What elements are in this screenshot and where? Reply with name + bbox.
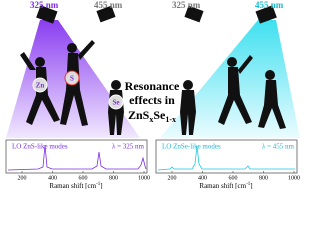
spectra: LO ZnS-like modes λ = 325 nm LO ZnSe-lik… xyxy=(5,139,298,174)
x-axis-label: Raman shift [cm-1] xyxy=(199,182,252,189)
label-part: Raman shift [cm xyxy=(199,182,246,189)
x-tick-label: 200 xyxy=(168,175,177,181)
x-tick-label: 200 xyxy=(18,175,27,181)
label-sup: -1 xyxy=(246,182,251,187)
x-tick-label: 600 xyxy=(79,175,88,181)
atoms: Zn S Se xyxy=(32,70,124,110)
lamps xyxy=(36,5,277,24)
graphic: 325 nm 455 nm 325 nm 455 nm Zn S Se Reso… xyxy=(5,0,300,189)
label-part: ] xyxy=(100,182,102,189)
formula: ZnS xyxy=(128,108,150,122)
plot-label: λ = 455 nm xyxy=(262,143,295,151)
x-tick-label: 400 xyxy=(48,175,57,181)
title: effects in xyxy=(129,93,175,107)
title: Resonance xyxy=(125,79,180,93)
plot-label: LO ZnS-like modes xyxy=(12,143,68,151)
atom-label: Se xyxy=(113,99,120,107)
lamp-label: 325 nm xyxy=(30,0,59,10)
lamp-label: 325 nm xyxy=(172,0,201,10)
formula-sub: x xyxy=(149,115,153,124)
atom-label: Zn xyxy=(36,82,45,90)
x-tick-label: 400 xyxy=(198,175,207,181)
plot-label: λ = 325 nm xyxy=(112,143,145,151)
label-part: Raman shift [cm xyxy=(49,182,96,189)
plot-frame xyxy=(5,139,148,174)
x-axis-label: Raman shift [cm-1] xyxy=(49,182,102,189)
x-tick-label: 1000 xyxy=(138,175,150,181)
lamp-label: 455 nm xyxy=(255,0,284,10)
spectrum xyxy=(157,145,295,171)
formula: Se xyxy=(153,108,166,122)
plot-frame xyxy=(155,139,298,174)
title: ZnSxSe1-x xyxy=(128,108,176,124)
label-part: ] xyxy=(250,182,252,189)
plot-label: LO ZnSe-like modes xyxy=(162,143,221,151)
lamp-label: 455 nm xyxy=(94,0,123,10)
atom-label: S xyxy=(70,75,74,83)
x-tick-label: 600 xyxy=(229,175,238,181)
spectrum xyxy=(7,144,147,171)
formula-sub: 1-x xyxy=(165,115,176,124)
label-sup: -1 xyxy=(96,182,101,187)
x-tick-label: 800 xyxy=(259,175,268,181)
x-tick-label: 1000 xyxy=(288,175,300,181)
x-tick-label: 800 xyxy=(109,175,118,181)
